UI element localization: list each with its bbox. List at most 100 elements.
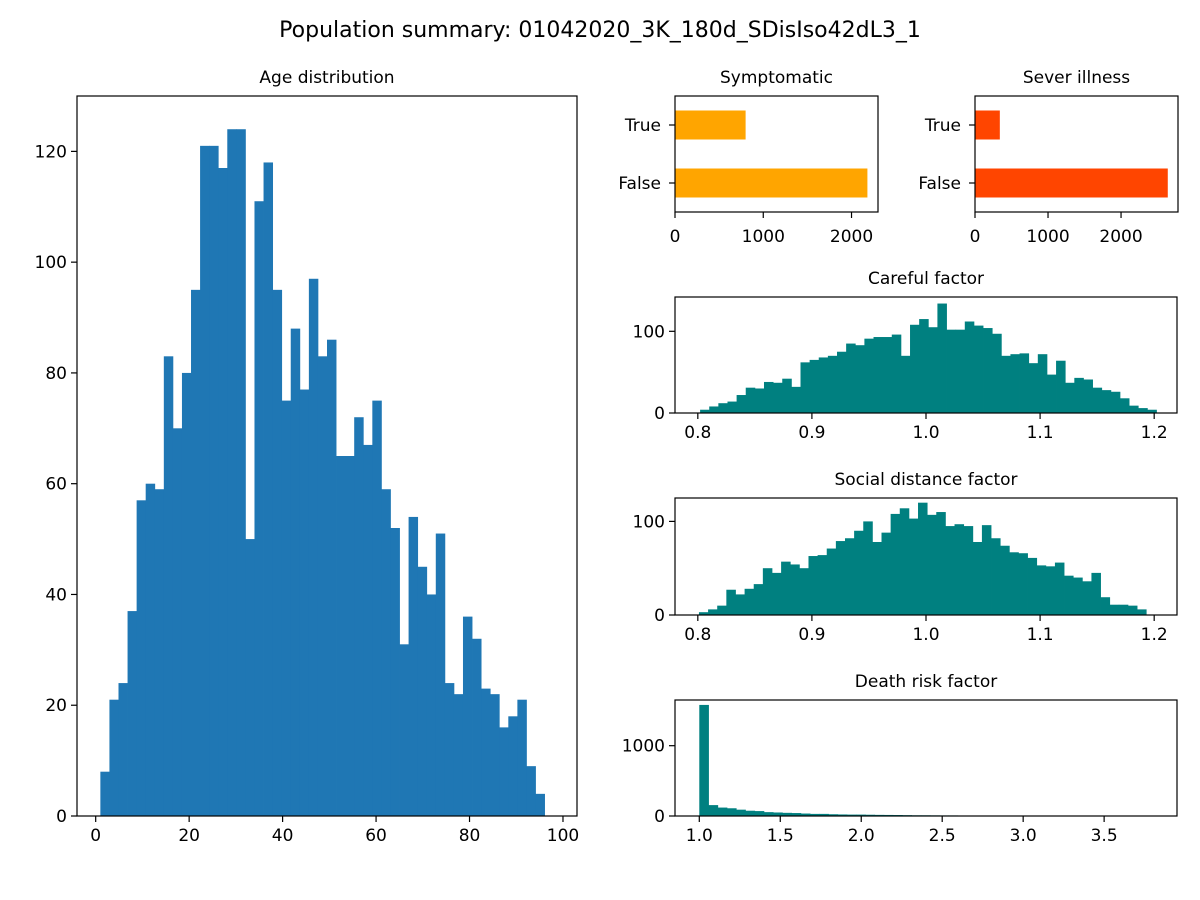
careful-bar (818, 357, 829, 413)
death-bar (846, 814, 857, 816)
social-panel: Social distance factor 0.8 0.9 1.0 1.1 1.2 0 10… (633, 470, 1178, 645)
death-bar (800, 813, 811, 816)
death-bar (810, 813, 820, 816)
symptomatic-xtick-label: 0 (670, 227, 681, 247)
age-xtick-label: 80 (459, 826, 481, 846)
careful-bar (983, 328, 993, 413)
careful-bar (1138, 408, 1148, 413)
social-bar (1109, 604, 1120, 615)
social-bar (808, 556, 819, 615)
social-bar (872, 541, 882, 615)
careful-bar (809, 359, 820, 413)
age-bar (181, 372, 192, 816)
careful-bar (1028, 363, 1039, 413)
careful-bar (946, 329, 957, 413)
careful-ytick-label: 100 (633, 322, 665, 342)
age-bar (453, 694, 464, 816)
careful-bar (937, 303, 947, 413)
age-bar (299, 389, 310, 816)
careful-bar (1046, 374, 1057, 413)
symptomatic-xtick-label: 1000 (742, 227, 785, 247)
age-xtick-label: 100 (547, 826, 579, 846)
careful-bar (864, 338, 874, 413)
social-bar (1137, 609, 1147, 615)
age-bar (100, 771, 110, 816)
severe-title: Sever illness (1023, 68, 1130, 88)
social-xtick-label: 0.9 (798, 625, 825, 645)
social-bar (790, 564, 800, 615)
death-ytick-label: 1000 (622, 737, 665, 757)
age-bar (390, 528, 400, 816)
careful-bar (1147, 409, 1157, 413)
careful-bar (754, 388, 765, 413)
careful-bar (773, 382, 783, 413)
age-bar (145, 483, 156, 816)
age-bar (345, 456, 355, 816)
death-bar (782, 812, 792, 816)
age-bar (227, 129, 237, 816)
social-bar (771, 572, 782, 615)
severe-xtick-label: 1000 (1026, 227, 1069, 247)
age-axes-frame (76, 95, 578, 817)
severe-xtick-label: 0 (970, 227, 981, 247)
social-bar (817, 555, 828, 615)
age-bar (535, 793, 545, 816)
age-bar (172, 428, 183, 816)
careful-bar (910, 324, 920, 413)
symptomatic-title: Symptomatic (720, 68, 833, 88)
careful-bar (837, 351, 847, 413)
age-bar (435, 533, 446, 816)
severe-panel: False True Sever illness 0 1000 2000 (918, 68, 1179, 247)
social-bar (1100, 597, 1111, 615)
age-ytick-label: 120 (35, 142, 67, 162)
age-xtick-label: 60 (365, 826, 387, 846)
age-bar (136, 500, 147, 816)
social-bar (708, 609, 718, 615)
age-bar (317, 356, 328, 816)
social-bar (945, 526, 955, 615)
social-bar (963, 526, 974, 615)
age-bar (245, 539, 255, 816)
death-xtick-label: 1.5 (767, 826, 794, 846)
careful-bar (855, 345, 865, 413)
careful-bar (763, 381, 774, 413)
symptomatic-category-label: True (624, 116, 661, 136)
social-bar (1118, 604, 1129, 615)
age-title: Age distribution (259, 68, 394, 88)
social-bar (735, 594, 745, 615)
social-xtick-label: 0.8 (684, 625, 711, 645)
social-bar (927, 514, 937, 615)
death-bar (773, 812, 783, 816)
symptomatic-bar-true (675, 110, 746, 140)
social-bar (1000, 545, 1010, 615)
age-bar (336, 456, 346, 816)
death-bar (699, 704, 709, 816)
social-xtick-label: 1.1 (1027, 625, 1054, 645)
careful-bar (964, 321, 975, 413)
death-xtick-label: 1.0 (686, 826, 713, 846)
social-xtick-label: 1.2 (1141, 625, 1168, 645)
social-bar (1027, 557, 1038, 615)
careful-bar (1019, 353, 1030, 413)
careful-bar (736, 395, 747, 413)
age-bar (408, 516, 419, 816)
social-bar (899, 508, 910, 615)
death-bar (763, 812, 774, 816)
social-bar (835, 541, 846, 615)
social-bar (762, 568, 773, 615)
careful-bar (919, 319, 929, 413)
careful-xtick-label: 1.1 (1027, 423, 1054, 443)
age-xtick-label: 40 (272, 826, 294, 846)
careful-bar (1129, 405, 1139, 413)
careful-ytick-label: 0 (654, 404, 665, 424)
social-bar (908, 518, 919, 615)
death-xtick-label: 3.5 (1091, 826, 1118, 846)
figure-title: Population summary: 01042020_3K_180d_SDi… (279, 18, 921, 43)
age-bar (462, 616, 473, 816)
age-bar (281, 400, 292, 816)
severe-axes-frame (974, 95, 1179, 213)
social-bar (1009, 552, 1019, 615)
age-bar (363, 444, 373, 816)
social-bar (854, 530, 864, 615)
careful-bar (1083, 379, 1093, 413)
